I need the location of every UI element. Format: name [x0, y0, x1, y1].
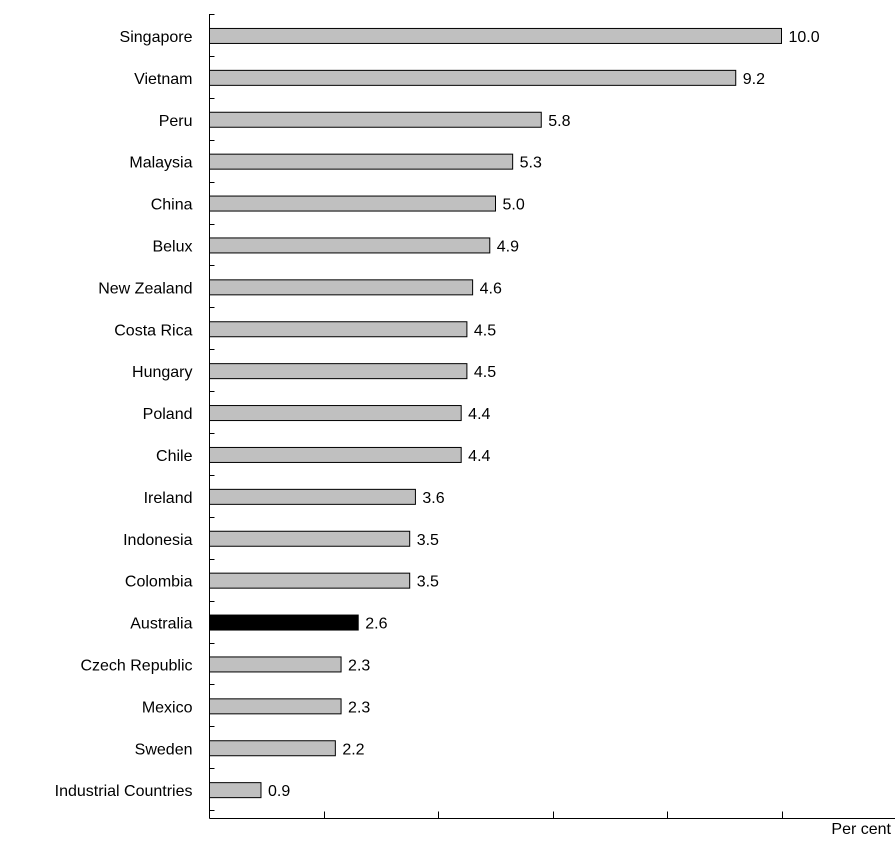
value-label: 9.2 [743, 71, 765, 88]
bar-australia [209, 614, 359, 631]
bar-indonesia [209, 530, 411, 547]
value-label: 2.2 [342, 741, 364, 758]
category-label: Malaysia [129, 155, 192, 172]
category-label: Sweden [135, 741, 193, 758]
category-label: Chile [156, 448, 193, 465]
value-label: 2.3 [348, 657, 370, 674]
bar-peru [209, 111, 542, 128]
bar-industrial-countries [209, 782, 262, 799]
bar-new-zealand [209, 279, 474, 296]
category-label: Indonesia [123, 532, 192, 549]
category-label: Belux [152, 238, 192, 255]
bar-mexico [209, 698, 342, 715]
category-label: China [151, 197, 193, 214]
bar-china [209, 195, 496, 212]
bar-hungary [209, 363, 468, 380]
bar-vietnam [209, 69, 737, 86]
bar-chile [209, 446, 462, 463]
bar-ireland [209, 488, 416, 505]
category-labels: Singapore Vietnam Peru Malaysia China Belux Ne… [55, 29, 193, 800]
value-label: 0.9 [268, 783, 290, 800]
x-axis-unit-label: Per cent [831, 821, 891, 838]
bar-belux [209, 237, 491, 254]
category-label: Costa Rica [114, 322, 192, 339]
bar-costa-rica [209, 321, 468, 338]
bar-malaysia [209, 153, 514, 170]
category-label: Australia [130, 616, 192, 633]
category-label: Industrial Countries [55, 783, 193, 800]
value-label: 4.9 [497, 238, 519, 255]
category-label: Ireland [144, 490, 193, 507]
category-label: Hungary [132, 364, 192, 381]
value-label: 3.5 [417, 574, 439, 591]
bar-sweden [209, 740, 336, 757]
value-label: 2.6 [365, 616, 387, 633]
value-label: 3.5 [417, 532, 439, 549]
category-label: Singapore [120, 29, 193, 46]
category-label: Peru [159, 113, 193, 130]
category-label: Vietnam [134, 71, 192, 88]
bars [209, 27, 782, 799]
value-label: 4.4 [468, 448, 490, 465]
category-label: New Zealand [98, 280, 192, 297]
value-label: 4.6 [480, 280, 502, 297]
bar-colombia [209, 572, 411, 589]
value-label: 2.3 [348, 699, 370, 716]
category-label: Czech Republic [80, 657, 192, 674]
bar-poland [209, 405, 462, 422]
value-label: 5.3 [520, 155, 542, 172]
value-label: 4.4 [468, 406, 490, 423]
bar-singapore [209, 27, 782, 44]
value-labels: 10.0 9.2 5.8 5.3 5.0 4.9 4.6 4.5 4.5 4.4 4.4 3.6 3.5… [268, 29, 820, 800]
category-label: Colombia [125, 574, 193, 591]
value-label: 4.5 [474, 364, 496, 381]
value-label: 5.0 [503, 197, 525, 214]
value-label: 10.0 [789, 29, 820, 46]
category-label: Poland [143, 406, 193, 423]
value-label: 3.6 [422, 490, 444, 507]
bar-czech-republic [209, 656, 342, 673]
value-label: 5.8 [548, 113, 570, 130]
value-label: 4.5 [474, 322, 496, 339]
category-label: Mexico [142, 699, 193, 716]
